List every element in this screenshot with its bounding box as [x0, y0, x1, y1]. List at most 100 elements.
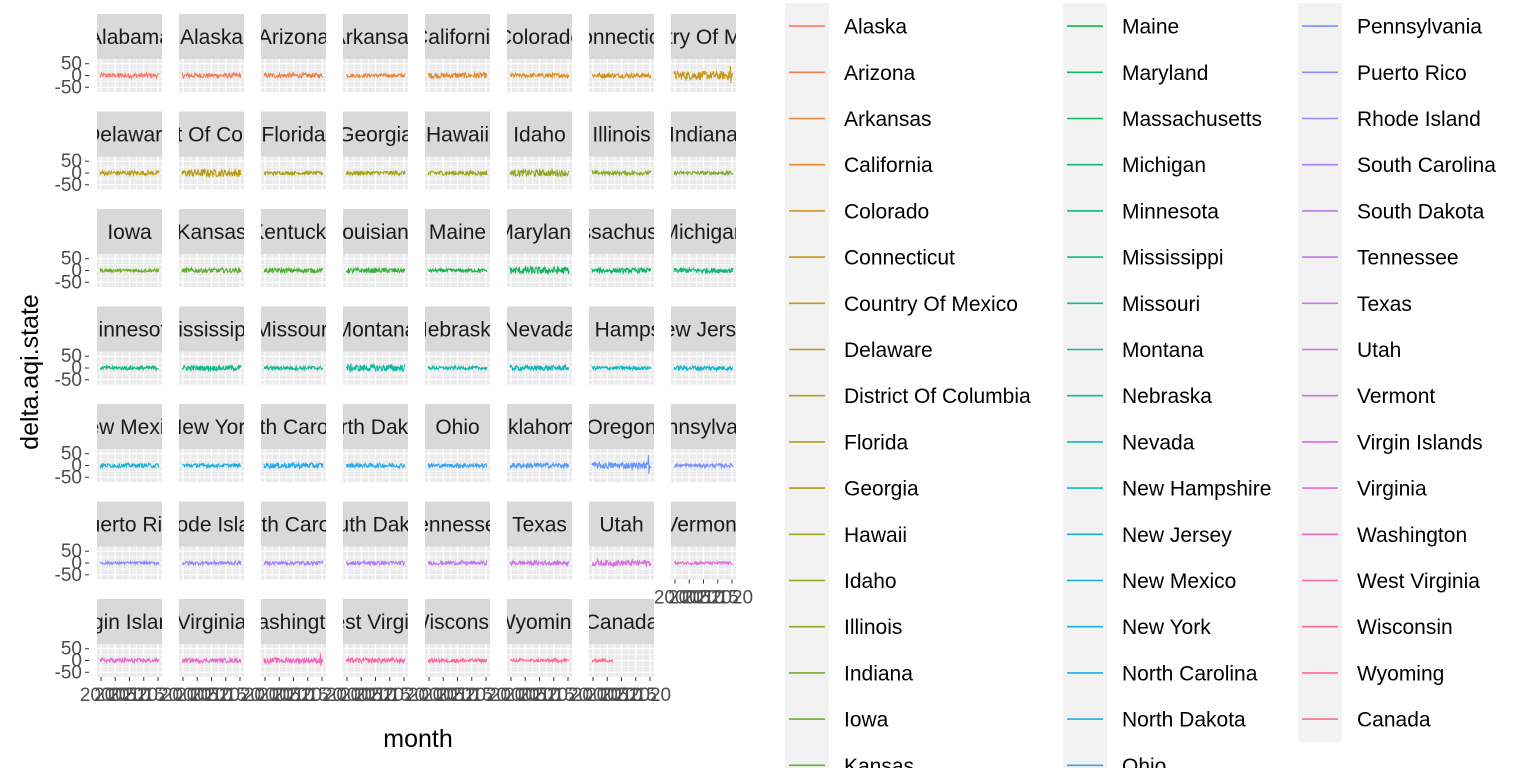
facet-panel: Kansas — [179, 209, 244, 287]
facet-panel: Washington — [261, 599, 326, 677]
facet-strip-label: Kentucky — [250, 221, 337, 244]
legend-entry: Mississippi — [1063, 234, 1224, 281]
legend-entry: Utah — [1298, 326, 1401, 373]
legend-label: Connecticut — [844, 247, 955, 270]
legend-label: Alaska — [844, 16, 907, 39]
y-axis-title: delta.aqi.state — [16, 294, 44, 450]
legend-label: North Dakota — [1122, 709, 1246, 732]
x-tick-label: 2000 — [490, 685, 532, 706]
series-line — [263, 461, 324, 471]
facet-strip-label: Hawaii — [426, 124, 489, 147]
facet-strip-label: Louisiana — [331, 221, 421, 244]
x-tick-label: 2005 — [176, 685, 218, 706]
x-tick-label: 2010 — [190, 685, 232, 706]
legend-entry: Maryland — [1063, 49, 1208, 96]
legend-label: West Virginia — [1357, 570, 1480, 593]
facet-strip — [589, 14, 654, 59]
facet-panel: Massachusetts — [589, 209, 654, 287]
legend-entry: New Jersey — [1063, 511, 1232, 558]
x-tick-label: 2000 — [80, 685, 122, 706]
series-line — [427, 70, 488, 80]
series-line — [99, 168, 160, 178]
facet-strip — [589, 599, 654, 644]
facet-strip — [97, 111, 162, 157]
x-tick-label: 2000 — [408, 685, 450, 706]
facet-panel: Wyoming — [507, 599, 572, 677]
facet-strip-label: Virgin Islands — [67, 611, 193, 634]
legend-entry: Michigan — [1063, 141, 1206, 188]
x-tick-label: 2005 — [340, 685, 382, 706]
facet-panel: Connecticut — [589, 14, 654, 92]
facet-strip-label: Vermont — [664, 514, 742, 537]
facet-panel: Puerto Rico — [75, 501, 185, 580]
facet-panel: District Of Columbia — [179, 111, 244, 190]
legend-entry: Missouri — [1063, 280, 1200, 327]
x-tick-label: 2000 — [326, 685, 368, 706]
facet-panel: Alabama — [97, 14, 162, 92]
facet-strip-label: Iowa — [107, 221, 152, 244]
legend-entry: Alaska — [785, 3, 907, 50]
legend-label: Michigan — [1122, 154, 1206, 177]
series-line — [591, 557, 652, 568]
legend-entry: New Mexico — [1063, 557, 1236, 604]
facet-strip — [671, 306, 736, 352]
x-axis-title: month — [383, 725, 452, 753]
facet-strip — [507, 111, 572, 157]
series-line — [99, 461, 160, 470]
legend-entry: California — [785, 141, 933, 188]
facet-strip — [507, 306, 572, 352]
series-line — [509, 167, 570, 178]
facet-panel: Iowa — [97, 209, 162, 287]
y-tick-label: -50 — [55, 77, 82, 98]
series-line — [509, 71, 570, 80]
x-tick-label: 2015 — [615, 685, 657, 706]
legend-entry: Wyoming — [1298, 649, 1444, 696]
facet-strip-label: Missouri — [254, 319, 332, 342]
facet-strip-label: Country Of Mexico — [617, 26, 791, 49]
legend-entry: Delaware — [785, 326, 933, 373]
y-tick-label: 50 — [61, 249, 82, 270]
series-line — [263, 169, 324, 177]
series-line — [346, 72, 406, 79]
legend-entry: Kansas — [785, 742, 914, 768]
y-tick-label: 0 — [71, 651, 82, 672]
legend-entry: Texas — [1298, 280, 1412, 327]
legend-entry: Indiana — [785, 649, 913, 696]
legend: Alaska Arizona Arkansas California Colorado C… — [785, 3, 1496, 768]
x-tick-label: 2015 — [287, 685, 329, 706]
facet-strip — [589, 209, 654, 254]
facet-panel: Canada — [589, 599, 654, 677]
facet-strip-label: Oregon — [586, 416, 656, 439]
facet-strip — [97, 599, 162, 644]
series-line — [345, 362, 406, 373]
facet-panel: Nebraska — [425, 306, 490, 385]
x-tick-label: 2015 — [697, 588, 739, 609]
x-tick-label: 2020 — [629, 685, 671, 706]
legend-entry: Puerto Rico — [1298, 49, 1467, 96]
facet-strip — [507, 501, 572, 547]
facet-strip — [343, 111, 408, 157]
legend-label: Utah — [1357, 339, 1401, 362]
legend-label: Mississippi — [1122, 247, 1224, 270]
series-line — [509, 657, 570, 664]
series-line — [427, 559, 488, 567]
x-tick-label: 2010 — [354, 685, 396, 706]
legend-entry: Virginia — [1298, 465, 1427, 512]
series-line — [591, 169, 652, 177]
facet-strip-label: Puerto Rico — [75, 514, 185, 537]
legend-entry: Canada — [1298, 696, 1431, 743]
x-tick-label: 2000 — [654, 588, 696, 609]
facet-panel: Kentucky — [250, 209, 337, 287]
series-line — [181, 363, 242, 373]
facet-strip — [343, 599, 408, 644]
facet-strip — [261, 404, 326, 449]
facet-strip-label: Georgia — [338, 124, 413, 147]
facet-panel: Idaho — [507, 111, 572, 190]
legend-label: Canada — [1357, 709, 1431, 732]
facet-strip-label: North Carolina — [226, 416, 362, 439]
legend-label: California — [844, 154, 933, 177]
facet-strip-label: Arkansas — [332, 26, 420, 49]
legend-label: Arizona — [844, 62, 916, 85]
series-line — [591, 71, 652, 80]
facet-panel: North Carolina — [226, 404, 362, 482]
